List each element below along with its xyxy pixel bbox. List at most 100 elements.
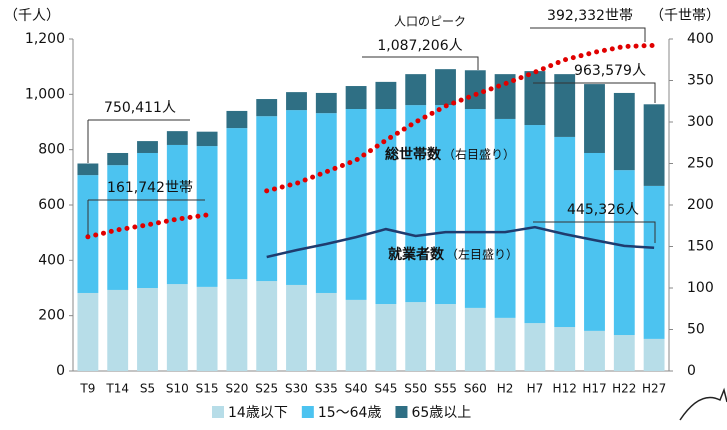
annotation: 750,411人 (104, 100, 176, 116)
x-tick-label: T14 (105, 382, 129, 396)
legend-swatch (212, 406, 224, 418)
annotation: 392,332世帯 (547, 8, 633, 24)
y-tick-label: 200 (38, 308, 65, 324)
bar-segment (435, 304, 456, 371)
series-note: （右目盛り） (443, 147, 515, 162)
bar-segment (226, 128, 248, 280)
bar-segment (494, 118, 516, 318)
y2-tick-label: 400 (687, 31, 714, 47)
bar-segment (464, 307, 486, 371)
bar-segment (166, 284, 188, 371)
bar-segment (584, 330, 605, 371)
x-tick-label: S20 (225, 382, 248, 396)
bar-segment (405, 105, 427, 303)
bar-segment (435, 105, 456, 305)
annotation-bracket (533, 221, 656, 243)
x-tick-label: S45 (374, 382, 397, 396)
y2-tick-label: 250 (687, 156, 714, 172)
y2-tick-label: 150 (687, 239, 714, 255)
x-tick-label: H17 (582, 382, 606, 396)
y-tick-label: 1,200 (25, 31, 65, 47)
decoration (679, 387, 727, 421)
bar-segment (375, 81, 397, 109)
bar-segment (643, 338, 665, 371)
series-label: 総世帯数 (385, 146, 442, 163)
bar-segment (524, 125, 546, 324)
y-tick-label: 1,000 (25, 86, 65, 102)
series-label: 就業者数 (388, 246, 445, 263)
y2-tick-label: 200 (687, 197, 714, 213)
annotation: 161,742世帯 (107, 180, 193, 196)
y2-tick-label: 50 (687, 322, 705, 338)
x-tick-label: H22 (612, 382, 636, 396)
bar-segment (375, 108, 397, 305)
bar-segment (107, 165, 129, 290)
bar-segment (315, 92, 337, 114)
y2-unit-label: （千世帯） (650, 8, 720, 24)
annotation-bracket (362, 56, 479, 70)
bar-segment (256, 116, 278, 282)
line (266, 225, 655, 259)
bar-segment (554, 74, 576, 137)
legend-label: 65歳以上 (411, 405, 471, 421)
bar-segment (166, 131, 188, 145)
bar-segment (464, 108, 486, 308)
y-unit-label: （千人） (4, 8, 60, 24)
bar-segment (315, 113, 337, 293)
annotation-bracket (533, 82, 656, 103)
x-tick-label: H2 (497, 382, 514, 396)
annotation-bracket (87, 119, 190, 163)
bar-segment (315, 292, 337, 371)
x-tick-label: S55 (434, 382, 457, 396)
y-tick-label: 600 (38, 197, 65, 213)
bar-segment (643, 185, 665, 339)
bar-segment (345, 86, 367, 109)
bar-segment (405, 74, 427, 106)
bar-segment (107, 289, 129, 371)
bar-segment (613, 335, 635, 371)
bar-segment (226, 110, 248, 129)
y-tick-label: 800 (38, 142, 65, 158)
bar-segment (226, 279, 248, 371)
series-note: （左目盛り） (446, 247, 518, 262)
bar-segment (196, 131, 218, 147)
annotation-bracket (530, 27, 646, 42)
bar-segment (166, 144, 188, 285)
bar-segment (77, 292, 99, 371)
x-tick-label: S35 (315, 382, 338, 396)
legend-swatch (301, 406, 314, 418)
bar-segment (554, 327, 576, 371)
annotation-bracket (87, 199, 205, 235)
bar-segment (286, 92, 307, 111)
legend-swatch (395, 406, 408, 418)
bar-segment (256, 281, 278, 371)
x-tick-label: H7 (527, 382, 544, 396)
bar-segment (286, 110, 307, 285)
bar-segment (137, 152, 158, 288)
bar-segment (405, 302, 427, 371)
bar-segment (345, 299, 367, 371)
bar-segment (435, 69, 456, 106)
x-tick-label: S60 (464, 382, 487, 396)
x-tick-label: S10 (166, 382, 189, 396)
bar-segment (286, 284, 307, 371)
x-tick-label: S50 (404, 382, 427, 396)
line (85, 42, 657, 240)
x-tick-label: S25 (255, 382, 278, 396)
y-tick-label: 400 (38, 252, 65, 268)
bar-segment (524, 323, 546, 371)
annotation: 1,087,206人 (377, 38, 462, 54)
bar-segment (256, 99, 278, 117)
y-tick-label: 0 (56, 363, 65, 379)
y2-tick-label: 100 (687, 280, 714, 296)
bar-segment (77, 163, 99, 176)
bar-segment (584, 84, 605, 153)
bar-segment (494, 317, 516, 371)
y2-tick-label: 300 (687, 114, 714, 130)
bar-segment (554, 136, 576, 328)
x-tick-label: T9 (79, 382, 95, 396)
x-tick-label: H12 (553, 382, 577, 396)
bar-segment (464, 70, 486, 109)
annotation: 人口のピーク (394, 15, 466, 29)
